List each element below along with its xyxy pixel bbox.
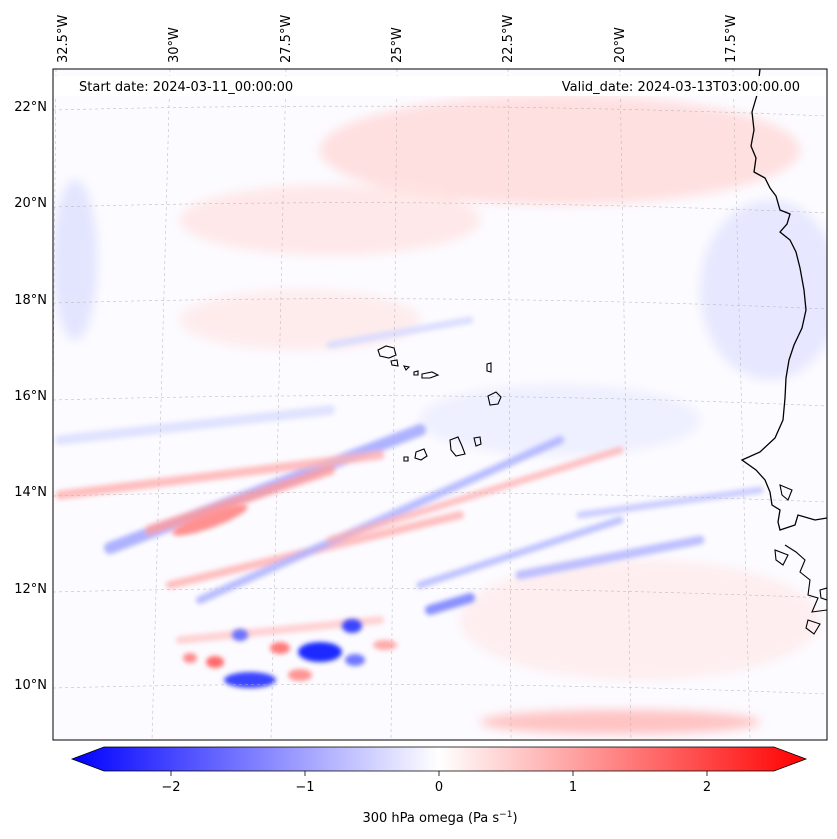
colorbar-tick-label: −2	[161, 780, 180, 795]
lat-label: 20°N	[14, 196, 47, 211]
colorbar-tick-label: 2	[703, 780, 711, 795]
colorbar-label: 300 hPa omega (Pa s−1)	[362, 810, 517, 826]
lat-label: 22°N	[14, 100, 47, 115]
lon-label: 17.5°W	[724, 15, 739, 63]
colorbar: −2 −1 0 1 2 300 hPa omega (Pa s−1)	[70, 746, 808, 826]
colorbar-label-close: )	[512, 811, 517, 826]
colorbar-label-text: 300 hPa omega (Pa s	[362, 811, 499, 826]
colorbar-gradient	[70, 746, 808, 772]
lat-label: 16°N	[14, 389, 47, 404]
omega-field	[53, 69, 827, 740]
lat-label: 14°N	[14, 485, 47, 500]
colorbar-tick-label: 1	[569, 780, 577, 795]
graticule	[53, 69, 827, 740]
lon-label: 32.5°W	[56, 15, 71, 63]
lon-label: 27.5°W	[279, 15, 294, 63]
start-date-label: Start date: 2024-03-11_00:00:00	[79, 80, 293, 95]
lon-label: 25°W	[390, 27, 405, 63]
lat-label: 12°N	[14, 582, 47, 597]
lon-label: 22.5°W	[501, 15, 516, 63]
valid-date-label: Valid_date: 2024-03-13T03:00:00.00	[562, 80, 800, 95]
africa-coastline	[740, 69, 827, 531]
date-header-band	[53, 76, 827, 96]
colorbar-tick-label: −1	[295, 780, 314, 795]
lat-label: 18°N	[14, 293, 47, 308]
colorbar-tick-label: 0	[435, 780, 443, 795]
longitude-labels: 32.5°W 30°W 27.5°W 25°W 22.5°W 20°W 17.5…	[56, 15, 739, 63]
cape-verde-islands	[377, 345, 502, 462]
colorbar-label-unit-exponent: −1	[499, 810, 512, 820]
colorbar-ticks: −2 −1 0 1 2	[161, 771, 711, 795]
lat-label: 10°N	[14, 678, 47, 693]
map-frame	[52, 68, 828, 741]
lon-label: 20°W	[613, 27, 628, 63]
latitude-labels: 22°N 20°N 18°N 16°N 14°N 12°N 10°N	[14, 100, 47, 693]
lon-label: 30°W	[167, 27, 182, 63]
